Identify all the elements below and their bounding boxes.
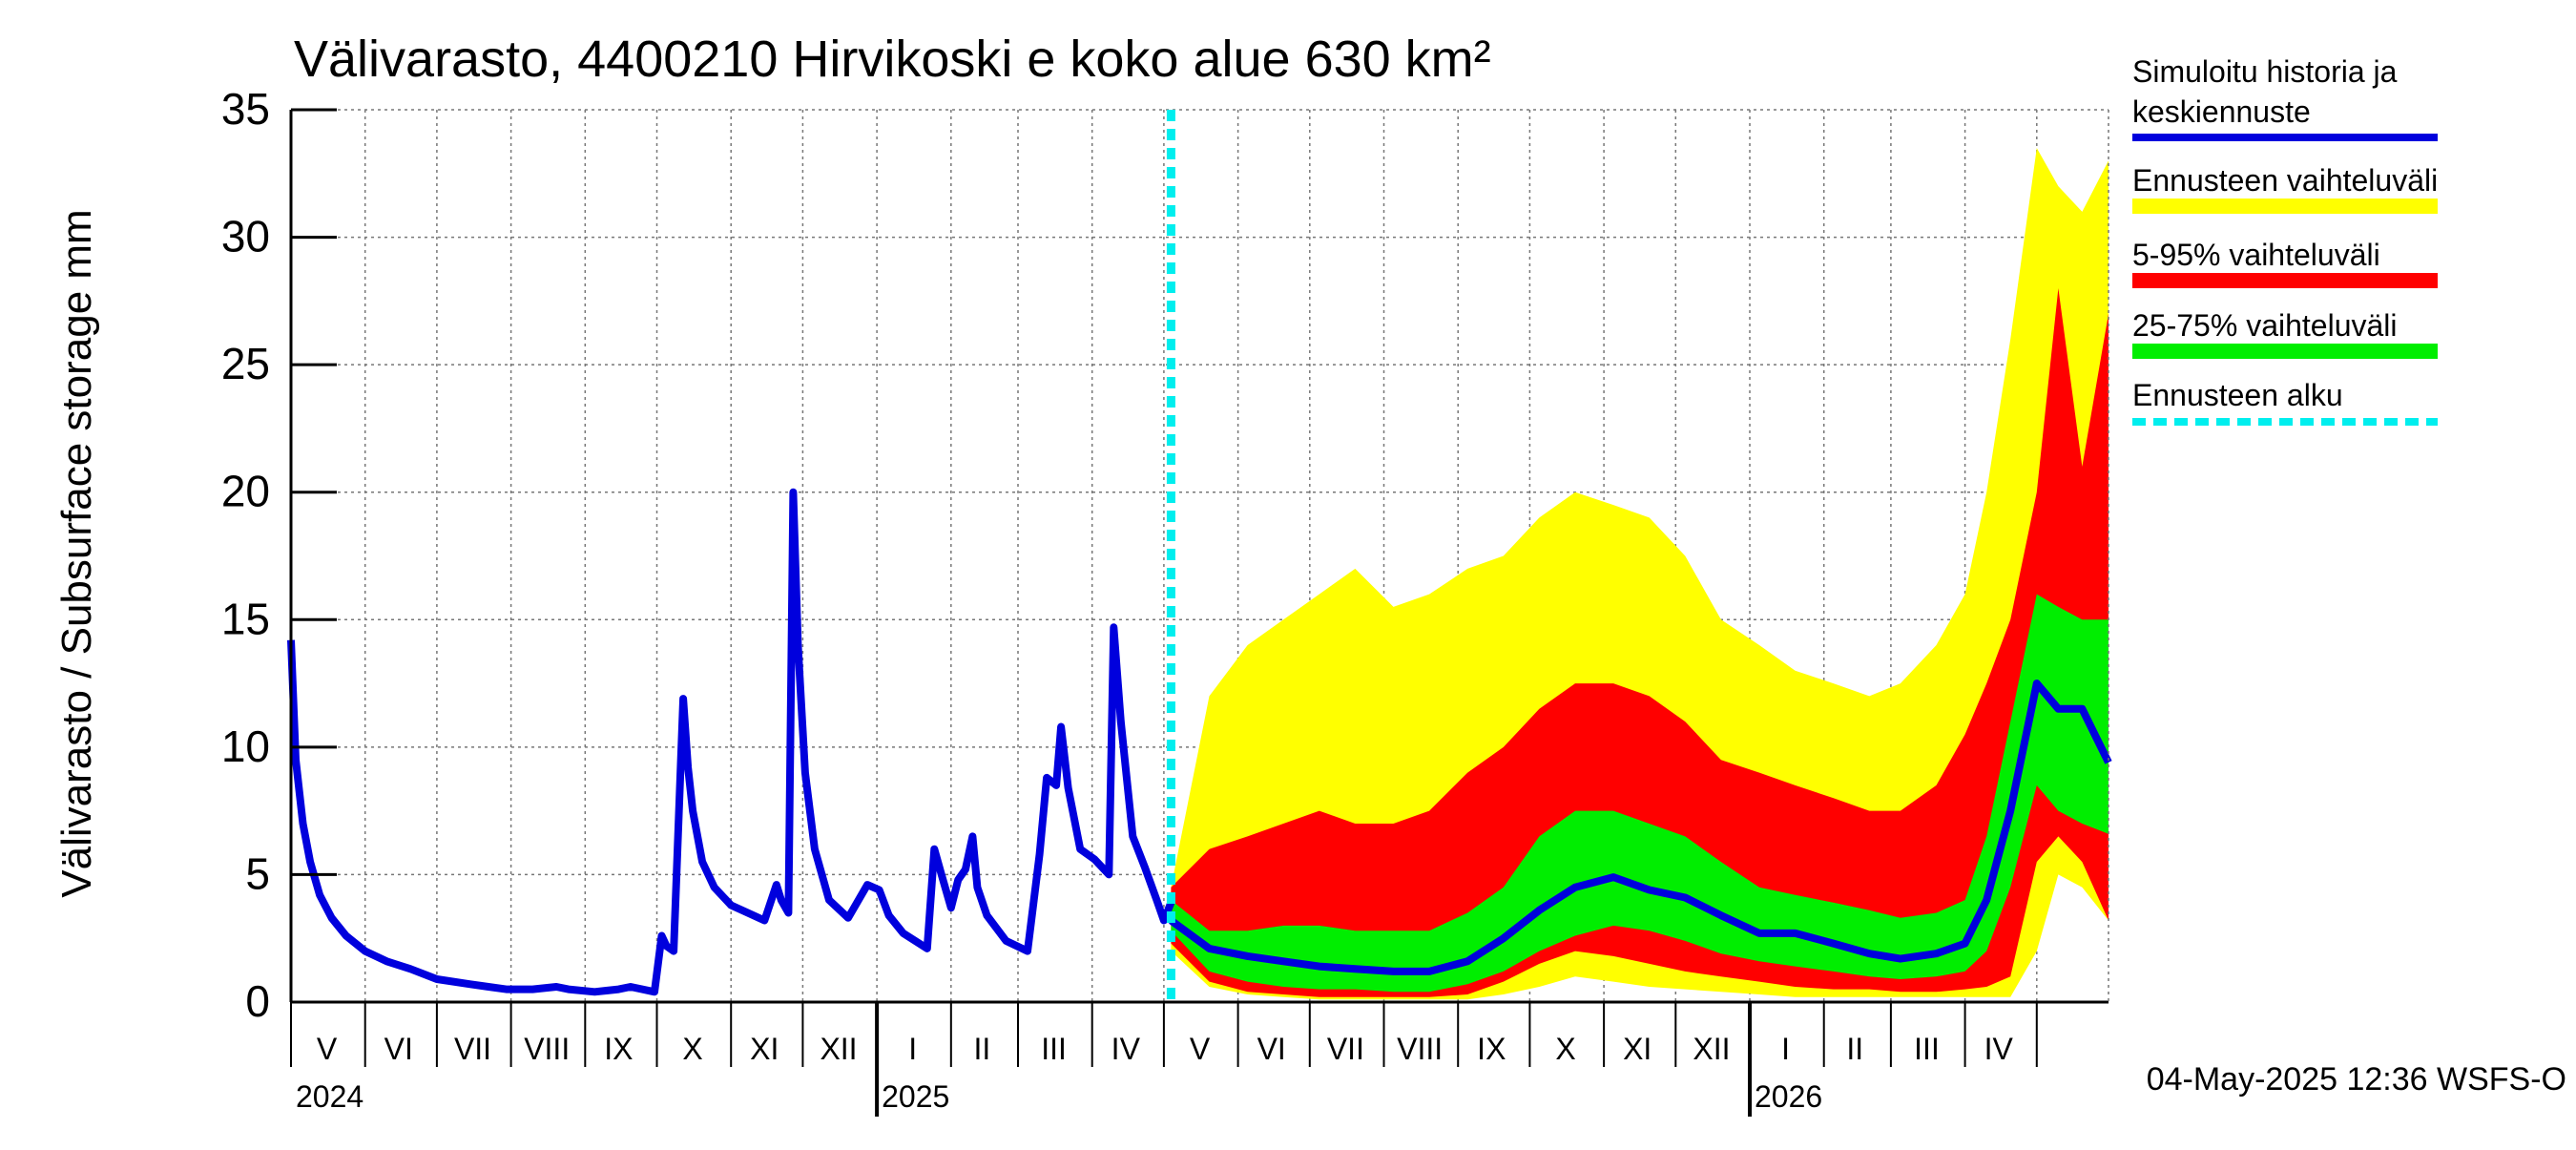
forecast-range-band	[1171, 148, 2109, 1000]
month-label: I	[908, 1032, 917, 1066]
legend-label: Ennusteen vaihteluväli	[2132, 163, 2438, 198]
month-label: III	[1041, 1032, 1067, 1066]
forecast-bands	[1171, 148, 2109, 1000]
month-label: XII	[1693, 1032, 1730, 1066]
y-tick-label: 5	[245, 848, 270, 898]
y-tick-label: 0	[245, 976, 270, 1026]
month-label: II	[1846, 1032, 1863, 1066]
legend-item: Ennusteen vaihteluväli	[2132, 163, 2438, 214]
month-label: IV	[1111, 1032, 1141, 1066]
month-label: XI	[750, 1032, 779, 1066]
median-forecast-line	[1169, 680, 2112, 975]
y-tick-label: 35	[221, 84, 270, 134]
month-label: V	[317, 1032, 338, 1066]
legend-label: Simuloitu historia ja	[2132, 54, 2398, 89]
month-label: VIII	[524, 1032, 570, 1066]
y-tick-label: 25	[221, 339, 270, 388]
month-label: X	[682, 1032, 702, 1066]
month-label: XII	[820, 1032, 857, 1066]
legend-item: 25-75% vaihteluväli	[2132, 308, 2438, 359]
band-25-75	[1171, 594, 2109, 993]
month-label: III	[1914, 1032, 1940, 1066]
month-label: IV	[1984, 1032, 2014, 1066]
legend-label: 25-75% vaihteluväli	[2132, 308, 2398, 343]
year-label: 2025	[882, 1079, 949, 1114]
series-lines	[287, 110, 2112, 1002]
month-label: I	[1781, 1032, 1790, 1066]
month-label: X	[1555, 1032, 1575, 1066]
month-label: IX	[1477, 1032, 1506, 1066]
legend: Simuloitu historia ja keskiennuste Ennuste…	[2132, 54, 2438, 426]
legend-label: Ennusteen alku	[2132, 378, 2343, 412]
month-label: II	[974, 1032, 991, 1066]
year-label: 2026	[1755, 1079, 1822, 1114]
legend-item: 5-95% vaihteluväli	[2132, 238, 2438, 288]
legend-item: Ennusteen alku	[2132, 378, 2438, 426]
month-label: VII	[454, 1032, 491, 1066]
month-label: V	[1190, 1032, 1211, 1066]
legend-label: 5-95% vaihteluväli	[2132, 238, 2380, 272]
month-label: VIII	[1397, 1032, 1443, 1066]
history-line	[287, 488, 1175, 996]
month-label: VII	[1327, 1032, 1364, 1066]
legend-item: Simuloitu historia ja keskiennuste	[2132, 54, 2438, 141]
month-label: XI	[1623, 1032, 1652, 1066]
band-5-95	[1171, 288, 2109, 997]
month-label: IX	[604, 1032, 633, 1066]
y-axis-label: Välivarasto / Subsurface storage mm	[53, 209, 100, 897]
legend-label: keskiennuste	[2132, 94, 2311, 129]
y-tick-label: 30	[221, 212, 270, 261]
month-label: VI	[1257, 1032, 1286, 1066]
y-tick-label: 15	[221, 594, 270, 643]
month-label: VI	[384, 1032, 413, 1066]
year-label: 2024	[296, 1079, 364, 1114]
y-tick-label: 10	[221, 721, 270, 771]
y-tick-label: 20	[221, 467, 270, 516]
footer-timestamp: 04-May-2025 12:36 WSFS-O	[2147, 1061, 2566, 1098]
chart-title: Välivarasto, 4400210 Hirvikoski e koko a…	[294, 31, 1491, 88]
